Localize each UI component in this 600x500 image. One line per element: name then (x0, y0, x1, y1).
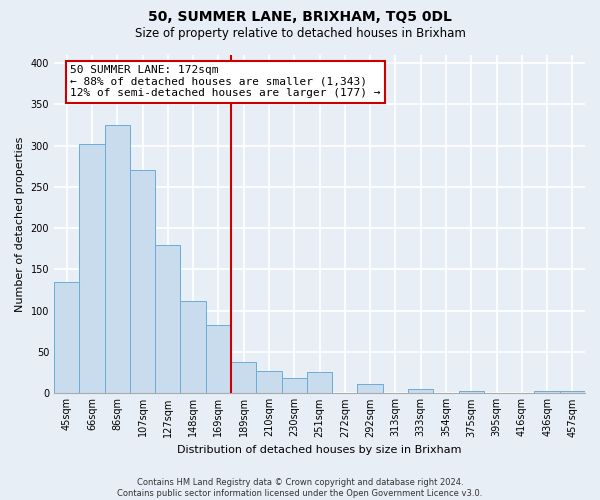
Bar (155, 244, 181, 393)
Text: Size of property relative to detached houses in Brixham: Size of property relative to detached ho… (134, 28, 466, 40)
Bar (54, 282, 79, 393)
X-axis label: Distribution of detached houses by size in Brixham: Distribution of detached houses by size … (177, 445, 462, 455)
Bar (256, 370, 281, 393)
Bar (206, 324, 231, 393)
Bar (307, 372, 332, 393)
Bar (104, 125, 130, 393)
Bar (560, 392, 585, 393)
Y-axis label: Number of detached properties: Number of detached properties (15, 136, 25, 312)
Bar (231, 362, 256, 393)
Text: 50 SUMMER LANE: 172sqm
← 88% of detached houses are smaller (1,343)
12% of semi-: 50 SUMMER LANE: 172sqm ← 88% of detached… (70, 65, 380, 98)
Bar (281, 378, 307, 393)
Bar (458, 392, 484, 393)
Bar (181, 302, 206, 393)
Text: 50, SUMMER LANE, BRIXHAM, TQ5 0DL: 50, SUMMER LANE, BRIXHAM, TQ5 0DL (148, 10, 452, 24)
Bar (358, 384, 383, 393)
Text: Contains HM Land Registry data © Crown copyright and database right 2024.
Contai: Contains HM Land Registry data © Crown c… (118, 478, 482, 498)
Bar (130, 170, 155, 393)
Bar (79, 144, 104, 393)
Bar (408, 389, 433, 393)
Bar (535, 390, 560, 393)
